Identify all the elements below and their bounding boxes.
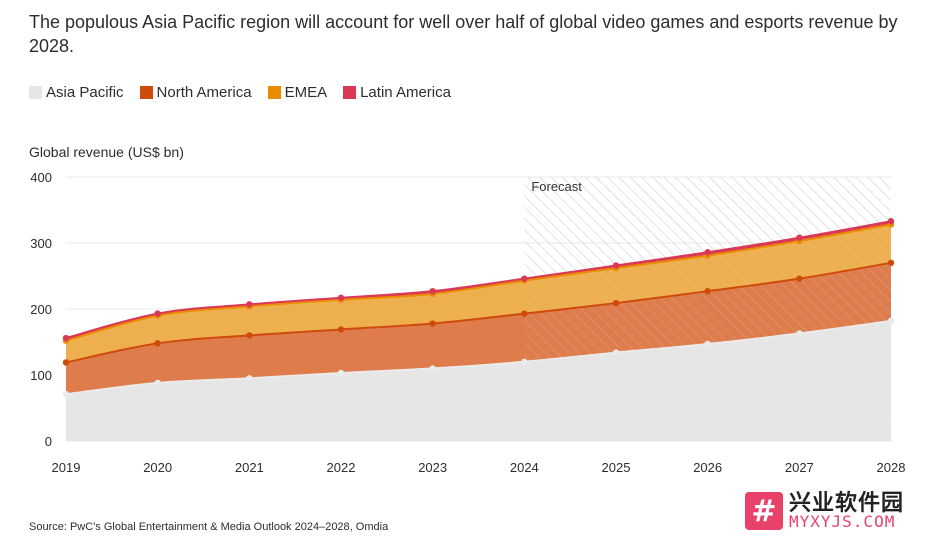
watermark-text: 兴业软件园 MYXYJS.COM bbox=[789, 492, 904, 530]
y-axis-ticks: 0 100 200 300 400 bbox=[30, 170, 52, 449]
point-asia-2019[interactable] bbox=[62, 390, 70, 398]
x-tick-label-2022: 2022 bbox=[327, 460, 356, 475]
legend-label-north-america: North America bbox=[156, 84, 252, 101]
series-lines bbox=[65, 220, 892, 396]
legend-item-north-america: North America bbox=[139, 84, 252, 101]
point-na-2025[interactable] bbox=[612, 299, 620, 307]
point-latam-2024[interactable] bbox=[521, 275, 528, 282]
x-tick-label-2026: 2026 bbox=[693, 460, 722, 475]
legend-item-latin-america: Latin America bbox=[343, 84, 451, 101]
point-na-2026[interactable] bbox=[704, 287, 711, 295]
x-tick-label-2019: 2019 bbox=[52, 460, 81, 475]
point-asia-2025[interactable] bbox=[612, 349, 620, 356]
legend-swatch-north-america bbox=[139, 86, 153, 99]
x-tick-label-2020: 2020 bbox=[143, 460, 172, 475]
x-axis-ticks: 2019 2020 2021 2022 2023 2024 2025 2026 2027 2028 bbox=[52, 460, 906, 475]
legend-swatch-asia-pacific bbox=[29, 86, 42, 99]
legend-label-asia-pacific: Asia Pacific bbox=[46, 84, 124, 101]
point-asia-2023[interactable] bbox=[429, 365, 436, 372]
y-tick-label-400: 400 bbox=[30, 170, 52, 185]
point-asia-2027[interactable] bbox=[796, 330, 803, 337]
point-asia-2022[interactable] bbox=[337, 369, 345, 377]
x-tick-label-2023: 2023 bbox=[418, 460, 447, 475]
y-tick-label-300: 300 bbox=[30, 236, 52, 251]
point-asia-2024[interactable] bbox=[521, 358, 528, 365]
y-tick-label-100: 100 bbox=[30, 368, 52, 383]
point-na-2020[interactable] bbox=[154, 340, 161, 347]
point-latam-2020[interactable] bbox=[154, 310, 161, 317]
legend-label-emea: EMEA bbox=[284, 84, 328, 101]
point-latam-2019[interactable] bbox=[62, 334, 70, 342]
x-tick-label-2028: 2028 bbox=[877, 460, 906, 475]
line-emea bbox=[65, 223, 892, 342]
point-na-2021[interactable] bbox=[246, 332, 253, 339]
y-axis-label: Global revenue (US$ bn) bbox=[29, 144, 184, 160]
point-asia-2026[interactable] bbox=[704, 340, 711, 348]
point-na-2028[interactable] bbox=[887, 259, 895, 266]
line-latam bbox=[65, 220, 892, 340]
watermark-en: MYXYJS.COM bbox=[789, 512, 896, 531]
point-latam-2027[interactable] bbox=[796, 234, 803, 241]
point-latam-2022[interactable] bbox=[337, 294, 345, 301]
forecast-hatch-overlay bbox=[524, 177, 891, 441]
legend-swatch-emea bbox=[267, 86, 281, 99]
x-tick-label-2021: 2021 bbox=[235, 460, 264, 475]
point-asia-2028[interactable] bbox=[887, 317, 895, 325]
point-na-2027[interactable] bbox=[796, 275, 803, 282]
watermark-logo: # 兴业软件园 MYXYJS.COM bbox=[745, 488, 940, 534]
x-tick-label-2025: 2025 bbox=[602, 460, 631, 475]
point-latam-2025[interactable] bbox=[612, 262, 620, 269]
point-latam-2023[interactable] bbox=[429, 287, 436, 295]
point-na-2023[interactable] bbox=[429, 320, 436, 327]
point-na-2024[interactable] bbox=[521, 310, 528, 317]
watermark-badge: # bbox=[745, 492, 783, 530]
legend: Asia Pacific North America EMEA Latin Am… bbox=[29, 84, 451, 101]
x-tick-label-2024: 2024 bbox=[510, 460, 539, 475]
data-points bbox=[62, 218, 895, 398]
line-asia bbox=[65, 319, 892, 396]
watermark-cn: 兴业软件园 bbox=[789, 490, 905, 515]
legend-item-asia-pacific: Asia Pacific bbox=[29, 84, 124, 101]
legend-swatch-latin-america bbox=[343, 86, 357, 99]
y-tick-label-0: 0 bbox=[45, 434, 52, 449]
point-asia-2020[interactable] bbox=[154, 379, 161, 387]
point-na-2019[interactable] bbox=[62, 359, 70, 366]
point-asia-2021[interactable] bbox=[246, 375, 253, 382]
source-note: Source: PwC's Global Entertainment & Med… bbox=[29, 521, 389, 533]
y-tick-label-200: 200 bbox=[30, 302, 52, 317]
legend-label-latin-america: Latin America bbox=[360, 84, 451, 101]
point-na-2022[interactable] bbox=[337, 326, 345, 333]
legend-item-emea: EMEA bbox=[267, 84, 328, 101]
chart-title: The populous Asia Pacific region will ac… bbox=[29, 12, 898, 56]
x-tick-label-2027: 2027 bbox=[785, 460, 814, 475]
point-latam-2028[interactable] bbox=[887, 218, 895, 225]
point-latam-2021[interactable] bbox=[246, 301, 253, 308]
line-na bbox=[65, 261, 892, 364]
point-latam-2026[interactable] bbox=[704, 249, 711, 256]
